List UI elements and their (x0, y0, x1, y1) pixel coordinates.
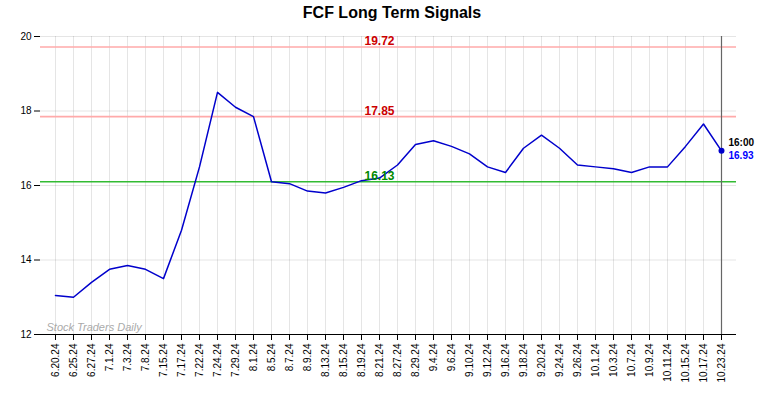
svg-text:6.27.24: 6.27.24 (86, 343, 97, 377)
svg-text:9.10.24: 9.10.24 (464, 343, 475, 377)
svg-text:9.16.24: 9.16.24 (500, 343, 511, 377)
svg-text:9.4.24: 9.4.24 (428, 343, 439, 371)
svg-text:7.24.24: 7.24.24 (212, 343, 223, 377)
svg-text:9.26.24: 9.26.24 (572, 343, 583, 377)
svg-text:10.9.24: 10.9.24 (644, 343, 655, 377)
svg-text:8.15.24: 8.15.24 (338, 343, 349, 377)
svg-text:8.19.24: 8.19.24 (356, 343, 367, 377)
svg-text:16: 16 (20, 180, 32, 191)
svg-text:10.17.24: 10.17.24 (698, 343, 709, 382)
svg-text:18: 18 (20, 105, 32, 116)
svg-text:9.24.24: 9.24.24 (554, 343, 565, 377)
svg-text:8.1.24: 8.1.24 (248, 343, 259, 371)
svg-text:8.9.24: 8.9.24 (302, 343, 313, 371)
svg-text:7.3.24: 7.3.24 (122, 343, 133, 371)
svg-text:6.20.24: 6.20.24 (50, 343, 61, 377)
svg-text:8.7.24: 8.7.24 (284, 343, 295, 371)
svg-text:10.7.24: 10.7.24 (626, 343, 637, 377)
svg-text:16.93: 16.93 (729, 150, 754, 161)
svg-text:Stock Traders Daily: Stock Traders Daily (47, 321, 144, 333)
svg-text:9.18.24: 9.18.24 (518, 343, 529, 377)
svg-text:8.21.24: 8.21.24 (374, 343, 385, 377)
svg-text:10.3.24: 10.3.24 (608, 343, 619, 377)
svg-text:16:00: 16:00 (729, 137, 755, 148)
svg-text:7.8.24: 7.8.24 (140, 343, 151, 371)
svg-text:16.13: 16.13 (364, 169, 394, 183)
svg-text:12: 12 (20, 329, 32, 340)
svg-text:17.85: 17.85 (364, 104, 394, 118)
svg-text:9.12.24: 9.12.24 (482, 343, 493, 377)
svg-text:7.1.24: 7.1.24 (104, 343, 115, 371)
svg-text:20: 20 (20, 31, 32, 42)
svg-text:7.17.24: 7.17.24 (176, 343, 187, 377)
svg-text:8.29.24: 8.29.24 (410, 343, 421, 377)
svg-text:14: 14 (20, 254, 32, 265)
svg-text:7.29.24: 7.29.24 (230, 343, 241, 377)
svg-text:10.23.24: 10.23.24 (716, 343, 727, 382)
svg-text:19.72: 19.72 (364, 34, 394, 48)
svg-text:9.6.24: 9.6.24 (446, 343, 457, 371)
svg-text:7.15.24: 7.15.24 (158, 343, 169, 377)
svg-text:10.1.24: 10.1.24 (590, 343, 601, 377)
svg-text:7.22.24: 7.22.24 (194, 343, 205, 377)
html-text:FCF Long Term Signals: FCF Long Term Signals (302, 4, 482, 21)
svg-text:6.25.24: 6.25.24 (68, 343, 79, 377)
svg-text:10.11.24: 10.11.24 (662, 343, 673, 382)
svg-text:9.20.24: 9.20.24 (536, 343, 547, 377)
svg-text:8.27.24: 8.27.24 (392, 343, 403, 377)
svg-text:10.15.24: 10.15.24 (680, 343, 691, 382)
svg-text:8.5.24: 8.5.24 (266, 343, 277, 371)
svg-text:8.13.24: 8.13.24 (320, 343, 331, 377)
